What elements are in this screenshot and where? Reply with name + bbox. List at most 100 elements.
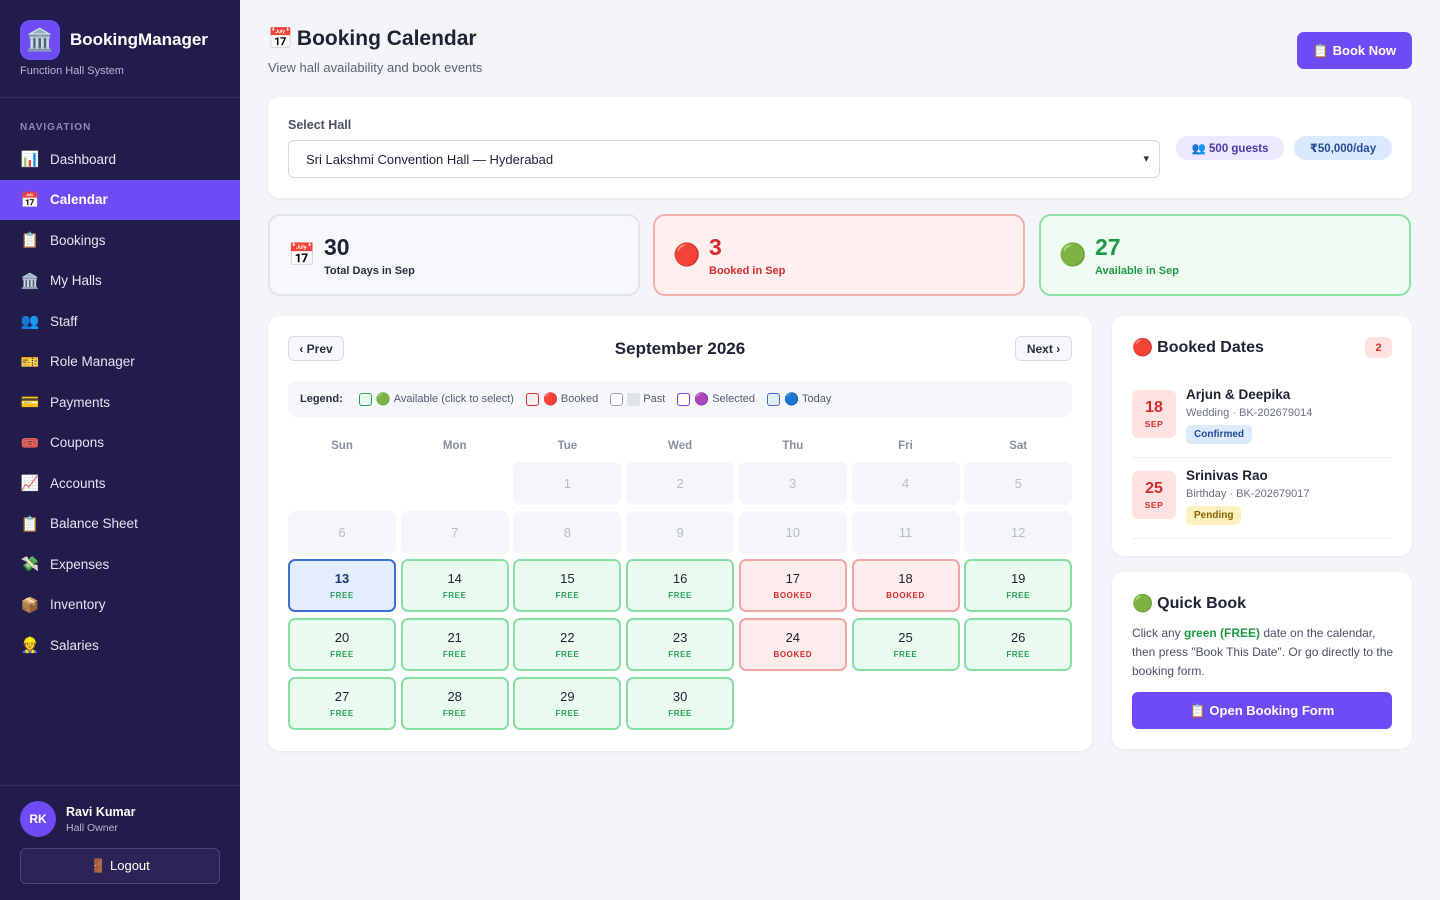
day-number: 12 bbox=[1010, 525, 1026, 540]
sidebar-item-dashboard[interactable]: 📊 Dashboard bbox=[0, 139, 240, 180]
brand-subtitle: Function Hall System bbox=[20, 65, 124, 77]
coupons-icon: 🎟️ bbox=[20, 434, 40, 452]
calendar-day-today[interactable]: 13 FREE bbox=[288, 559, 396, 612]
day-status-tag: FREE bbox=[442, 709, 467, 718]
weekday-header: Mon bbox=[442, 440, 467, 452]
sidebar-item-bookings[interactable]: 📋 Bookings bbox=[0, 220, 240, 261]
stat-label: Booked in Sep bbox=[709, 264, 786, 277]
stat-available-days: 🟢 27 Available in Sep bbox=[1039, 214, 1411, 296]
day-number: 9 bbox=[676, 525, 684, 540]
calendar-day-free[interactable]: 20 FREE bbox=[288, 618, 396, 671]
sidebar-item-staff[interactable]: 👥 Staff bbox=[0, 301, 240, 342]
day-number: 14 bbox=[447, 571, 462, 586]
calendar-day-free[interactable]: 21 FREE bbox=[400, 618, 509, 671]
quick-book-description: Click any green (FREE) date on the calen… bbox=[1132, 624, 1394, 681]
day-number: 4 bbox=[901, 476, 910, 491]
nav-heading: NAVIGATION bbox=[20, 122, 92, 133]
day-status-tag: FREE bbox=[442, 591, 467, 600]
weekday-header: Wed bbox=[668, 440, 693, 452]
booked-swatch bbox=[525, 392, 539, 406]
green-circle-icon: 🟢 bbox=[1132, 594, 1154, 613]
legend-booked-label: Booked bbox=[560, 393, 599, 405]
sidebar-item-calendar[interactable]: 📅 Calendar bbox=[0, 179, 240, 220]
sidebar-item-payments[interactable]: 💳 Payments bbox=[0, 382, 240, 423]
day-status-tag: FREE bbox=[668, 650, 692, 659]
calendar-day-free[interactable]: 28 FREE bbox=[400, 677, 509, 730]
calendar-day-free[interactable]: 22 FREE bbox=[513, 618, 622, 671]
booking-item[interactable]: 25 SEP Srinivas Rao Birthday · BK-202679… bbox=[1132, 458, 1392, 539]
day-number: 5 bbox=[1014, 476, 1022, 491]
brand[interactable]: 🏛️ BookingManager bbox=[20, 20, 208, 60]
booking-date-badge: 25 SEP bbox=[1132, 471, 1176, 519]
calendar-legend: Legend: 🟢 Available (click to select) 🔴 … bbox=[288, 381, 1072, 417]
open-booking-form-button[interactable]: 📋 Open Booking Form bbox=[1132, 692, 1392, 729]
calendar-day-free[interactable]: 29 FREE bbox=[513, 677, 622, 730]
weekday-header: Sun bbox=[331, 440, 353, 452]
calendar-day-free[interactable]: 19 FREE bbox=[964, 559, 1073, 612]
logout-button[interactable]: 🚪 Logout bbox=[20, 848, 220, 884]
calendar-day-past: 2 bbox=[626, 462, 735, 505]
sidebar-item-label: Accounts bbox=[50, 475, 106, 491]
calendar-day-free[interactable]: 25 FREE bbox=[851, 618, 960, 671]
sidebar-item-label: Inventory bbox=[50, 597, 106, 613]
sidebar-item-my-halls[interactable]: 🏛️ My Halls bbox=[0, 261, 240, 302]
day-status-tag: FREE bbox=[668, 591, 692, 600]
day-number: 3 bbox=[789, 476, 797, 491]
next-month-button[interactable]: Next › bbox=[1015, 336, 1072, 361]
sidebar-item-balance-sheet[interactable]: 📋 Balance Sheet bbox=[0, 504, 240, 545]
day-number: 18 bbox=[898, 571, 913, 586]
booking-meta: Wedding · BK-202679014 bbox=[1186, 407, 1313, 419]
day-number: 21 bbox=[447, 630, 462, 645]
page-subtitle: View hall availability and book events bbox=[268, 60, 483, 75]
sidebar-item-label: Bookings bbox=[50, 232, 106, 248]
day-number: 16 bbox=[672, 571, 688, 586]
hall-select[interactable]: Sri Lakshmi Convention Hall — Hyderabad … bbox=[288, 140, 1160, 178]
status-badge: Pending bbox=[1186, 506, 1242, 525]
day-number: 27 bbox=[334, 689, 350, 704]
legend-selected: 🟣 Selected bbox=[677, 392, 755, 406]
sidebar-item-label: Dashboard bbox=[50, 151, 117, 167]
calendar-day-past: 10 bbox=[738, 511, 847, 554]
legend-today-label: Today bbox=[801, 393, 832, 405]
sidebar-item-coupons[interactable]: 🎟️ Coupons bbox=[0, 423, 240, 464]
calendar-day-free[interactable]: 27 FREE bbox=[288, 677, 396, 730]
past-swatch bbox=[610, 392, 624, 406]
sidebar-item-accounts[interactable]: 📈 Accounts bbox=[0, 463, 240, 504]
capacity-badge: 👥 500 guests bbox=[1176, 136, 1284, 160]
booked-dates-title-text: Booked Dates bbox=[1157, 339, 1264, 356]
sidebar-item-label: Role Manager bbox=[50, 354, 135, 370]
calendar-day-free[interactable]: 30 FREE bbox=[626, 677, 735, 730]
calendar-day-free[interactable]: 15 FREE bbox=[513, 559, 622, 612]
calendar-day-free[interactable]: 26 FREE bbox=[964, 618, 1073, 671]
sidebar-item-expenses[interactable]: 💸 Expenses bbox=[0, 544, 240, 585]
booking-meta: Birthday · BK-202679017 bbox=[1186, 488, 1310, 500]
legend-past-label: Past bbox=[643, 393, 666, 405]
sidebar-item-role-manager[interactable]: 🎫 Role Manager bbox=[0, 342, 240, 383]
prev-month-button[interactable]: ‹ Prev bbox=[288, 336, 344, 361]
weekday-header: Sat bbox=[1009, 440, 1028, 452]
book-now-button[interactable]: 📋 Book Now bbox=[1297, 32, 1412, 69]
calendar-day-free[interactable]: 16 FREE bbox=[626, 559, 735, 612]
calendar-day-free[interactable]: 14 FREE bbox=[400, 559, 509, 612]
month-title: September 2026 bbox=[614, 339, 746, 358]
sidebar-divider bbox=[0, 97, 240, 98]
day-status-tag: BOOKED bbox=[773, 591, 813, 600]
sidebar-item-label: Balance Sheet bbox=[50, 516, 138, 532]
weekday-header: Tue bbox=[557, 440, 578, 452]
accounts-icon: 📈 bbox=[20, 475, 40, 493]
legend-available: 🟢 Available (click to select) bbox=[358, 392, 514, 406]
legend-available-label: Available (click to select) bbox=[393, 393, 514, 405]
red-circle-icon: 🔴 bbox=[1132, 338, 1154, 357]
calendar-day-booked: 17 BOOKED bbox=[738, 559, 847, 612]
status-badge: Confirmed bbox=[1186, 425, 1252, 444]
sidebar-item-salaries[interactable]: 👷 Salaries bbox=[0, 625, 240, 666]
qb-text-part: Click any bbox=[1132, 626, 1185, 640]
sidebar-item-inventory[interactable]: 📦 Inventory bbox=[0, 585, 240, 626]
day-status-tag: FREE bbox=[1006, 650, 1031, 659]
day-status-tag: FREE bbox=[442, 650, 467, 659]
booking-item[interactable]: 18 SEP Arjun & Deepika Wedding · BK-2026… bbox=[1132, 377, 1392, 458]
available-swatch bbox=[358, 392, 372, 406]
stat-label: Total Days in Sep bbox=[324, 264, 415, 277]
stat-total-days: 📅 30 Total Days in Sep bbox=[268, 214, 640, 296]
calendar-day-free[interactable]: 23 FREE bbox=[626, 618, 735, 671]
